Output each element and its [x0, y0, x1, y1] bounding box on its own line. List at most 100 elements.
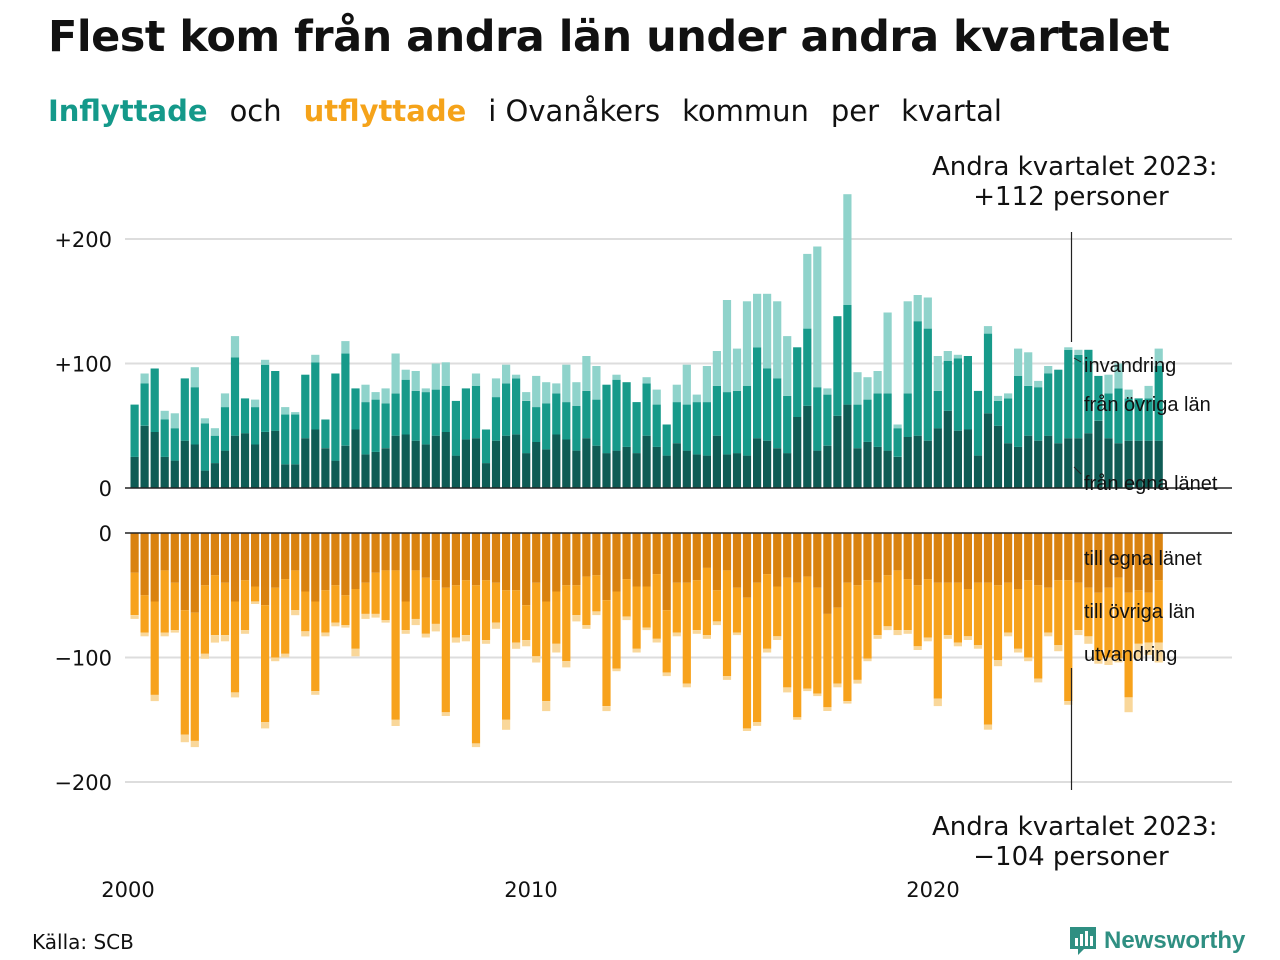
bar-inflow-own-county	[401, 434, 410, 488]
bar-outflow-own-county	[622, 533, 631, 580]
bar-outflow-own-county	[271, 533, 280, 588]
bar-inflow-own-county	[502, 435, 511, 488]
bar-inflow-other-counties	[1064, 349, 1073, 439]
bar-outflow-emigration	[512, 642, 521, 649]
bar-inflow-immigration	[431, 363, 440, 390]
bar-outflow-emigration	[682, 683, 691, 688]
bar-outflow-own-county	[933, 533, 942, 583]
bar-outflow-other-counties	[291, 570, 300, 611]
bar-outflow-emigration	[582, 625, 591, 629]
bar-outflow-other-counties	[903, 579, 912, 631]
lower-y-tick-label: 0	[99, 522, 112, 546]
bar-outflow-other-counties	[481, 580, 491, 641]
bar-inflow-own-county	[993, 425, 1003, 489]
bar-outflow-own-county	[190, 533, 199, 613]
x-tick-label: 2010	[504, 878, 557, 902]
lower-series-label: utvandring	[1084, 644, 1177, 666]
bar-outflow-other-counties	[893, 570, 902, 631]
bar-inflow-other-counties	[1034, 387, 1043, 441]
bar-inflow-own-county	[963, 429, 972, 488]
bar-inflow-immigration	[572, 382, 581, 406]
bar-outflow-other-counties	[632, 586, 641, 649]
callout-top-line1: Andra kvartalet 2023:	[932, 152, 1218, 182]
callout-bottom-line2: −104 personer	[973, 842, 1169, 872]
bar-outflow-own-county	[301, 533, 310, 592]
bar-outflow-emigration	[140, 632, 149, 637]
bar-chart-logo-icon	[1070, 927, 1096, 955]
label-leader-line	[1073, 357, 1082, 363]
bar-inflow-immigration	[1124, 389, 1133, 399]
bar-inflow-own-county	[240, 433, 250, 488]
bar-inflow-own-county	[592, 445, 601, 488]
bar-outflow-own-county	[321, 533, 330, 591]
bar-outflow-own-county	[451, 533, 460, 586]
bar-outflow-own-county	[261, 533, 270, 606]
bar-outflow-own-county	[481, 533, 491, 581]
bar-inflow-own-county	[692, 454, 701, 488]
bar-inflow-other-counties	[702, 402, 711, 456]
bar-inflow-other-counties	[431, 389, 440, 436]
bar-outflow-emigration	[1004, 632, 1013, 637]
bar-inflow-immigration	[742, 301, 752, 386]
bar-inflow-immigration	[341, 341, 350, 354]
bar-outflow-other-counties	[973, 582, 983, 646]
bar-inflow-immigration	[291, 412, 300, 415]
bar-outflow-other-counties	[261, 605, 270, 723]
bar-outflow-emigration	[903, 630, 912, 634]
bar-inflow-other-counties	[763, 368, 772, 441]
bar-inflow-own-county	[913, 435, 922, 488]
bar-inflow-other-counties	[281, 414, 290, 465]
bar-outflow-emigration	[1114, 658, 1123, 663]
bar-outflow-other-counties	[923, 579, 932, 638]
bar-inflow-other-counties	[220, 407, 230, 451]
bar-outflow-own-county	[592, 533, 601, 576]
bar-inflow-own-county	[923, 440, 932, 488]
bar-inflow-own-county	[200, 470, 209, 488]
bar-inflow-own-county	[532, 441, 541, 488]
bar-inflow-own-county	[732, 453, 742, 488]
bar-outflow-emigration	[1144, 642, 1153, 656]
bar-outflow-own-county	[823, 533, 832, 614]
upper-series-label: från egna länet	[1084, 473, 1218, 495]
bar-outflow-other-counties	[431, 580, 440, 624]
bar-inflow-other-counties	[803, 328, 812, 406]
bar-outflow-own-county	[1114, 533, 1123, 578]
bar-outflow-emigration	[542, 701, 551, 712]
bar-outflow-emigration	[160, 632, 169, 637]
bar-outflow-own-county	[1084, 533, 1093, 588]
bar-inflow-other-counties	[1044, 373, 1053, 436]
bar-inflow-immigration	[863, 377, 872, 400]
subtitle-och: och	[229, 94, 282, 128]
bar-outflow-other-counties	[552, 591, 561, 644]
bar-outflow-emigration	[602, 706, 611, 712]
bar-inflow-other-counties	[662, 424, 671, 456]
bar-outflow-other-counties	[672, 582, 681, 633]
bar-outflow-emigration	[863, 658, 872, 662]
bar-inflow-own-county	[522, 453, 531, 488]
bar-outflow-other-counties	[130, 572, 139, 616]
bar-outflow-emigration	[1034, 678, 1043, 683]
lower-series-label: till övriga län	[1084, 601, 1195, 623]
label-leader-line	[1073, 466, 1082, 475]
bar-outflow-other-counties	[833, 607, 842, 684]
bar-outflow-emigration	[883, 626, 892, 631]
bar-inflow-immigration	[491, 378, 501, 398]
bar-outflow-emigration	[210, 635, 219, 643]
bar-inflow-own-county	[150, 432, 159, 488]
bar-inflow-other-counties	[210, 435, 219, 464]
bar-inflow-immigration	[421, 388, 430, 393]
bar-outflow-emigration	[200, 653, 209, 659]
bar-inflow-other-counties	[622, 382, 631, 447]
bar-outflow-other-counties	[461, 580, 470, 636]
bar-inflow-own-county	[1064, 438, 1073, 488]
bar-outflow-own-county	[471, 533, 481, 586]
bar-inflow-immigration	[230, 336, 240, 358]
bar-outflow-emigration	[732, 632, 742, 636]
bar-inflow-own-county	[1144, 440, 1153, 488]
newsworthy-logo: Newsworthy	[1068, 924, 1245, 958]
bar-inflow-other-counties	[230, 357, 240, 436]
bar-inflow-own-county	[562, 439, 571, 488]
bar-outflow-emigration	[692, 630, 701, 634]
bar-outflow-own-county	[562, 533, 571, 586]
bar-inflow-other-counties	[873, 393, 882, 447]
